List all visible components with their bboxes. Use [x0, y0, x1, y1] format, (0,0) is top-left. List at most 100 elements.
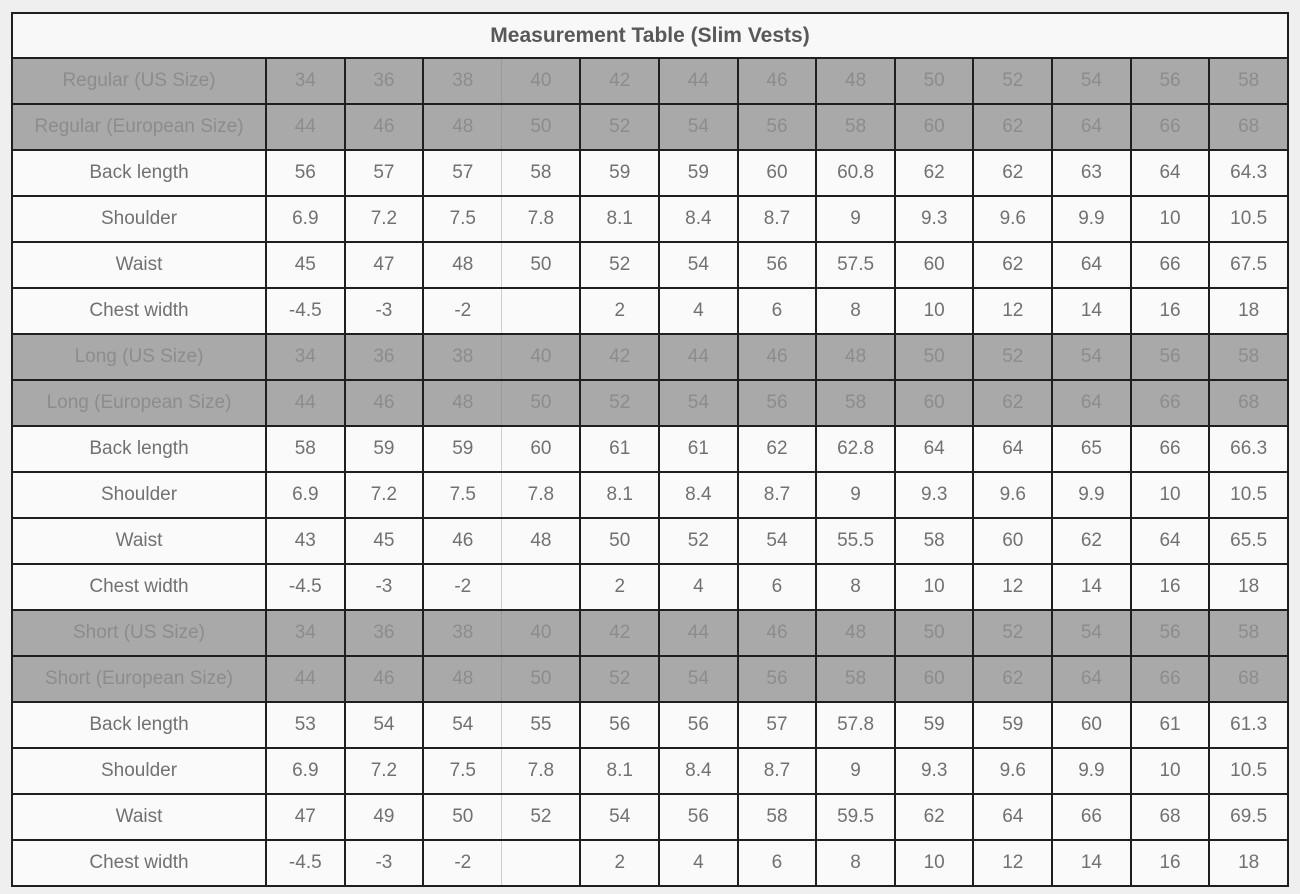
value-cell: 54 [343, 701, 425, 749]
value-cell: 56 [658, 701, 739, 749]
size-cell: 58 [1208, 57, 1289, 105]
value-cell: 61 [1129, 701, 1211, 749]
size-cell: 36 [343, 57, 425, 105]
value-cell: 7.8 [501, 471, 582, 519]
size-cell: 44 [265, 379, 346, 427]
value-cell: 8.7 [736, 747, 818, 795]
value-cell: 62 [972, 241, 1054, 289]
value-cell: 63 [1051, 149, 1132, 197]
value-cell: 46 [422, 517, 503, 565]
row-label: Shoulder [11, 195, 267, 243]
value-cell: 64 [1129, 517, 1211, 565]
value-cell: 6 [736, 563, 818, 611]
value-cell: 58 [501, 149, 582, 197]
value-cell: 60 [736, 149, 818, 197]
row-label: Long (European Size) [11, 379, 267, 427]
value-cell: 56 [736, 241, 818, 289]
value-cell: 67.5 [1208, 241, 1289, 289]
size-cell: 40 [501, 609, 582, 657]
table-title: Measurement Table (Slim Vests) [11, 12, 1289, 59]
size-cell: 42 [579, 57, 661, 105]
value-cell: 65 [1051, 425, 1132, 473]
value-cell: 9.3 [893, 471, 975, 519]
value-cell: 57 [736, 701, 818, 749]
value-cell: 7.2 [343, 195, 425, 243]
value-cell: 14 [1051, 563, 1132, 611]
value-cell: 52 [579, 241, 661, 289]
value-cell: 10 [893, 839, 975, 887]
size-cell: 68 [1208, 103, 1289, 151]
value-cell: 14 [1051, 287, 1132, 335]
value-cell: 62 [893, 149, 975, 197]
value-cell: 62.8 [815, 425, 896, 473]
size-cell: 50 [893, 609, 975, 657]
size-cell: 56 [1129, 57, 1211, 105]
value-cell: 57.8 [815, 701, 896, 749]
value-cell: 10 [893, 287, 975, 335]
value-cell: 8.1 [579, 471, 661, 519]
size-header-row: Regular (US Size) 34 36 38 40 42 44 46 48 50 52 54 5… [11, 57, 1289, 105]
value-cell: 64.3 [1208, 149, 1289, 197]
measurement-row: Waist 45 47 48 50 52 54 56 57.5 60 62 64 66 67.5 [11, 241, 1289, 289]
size-cell: 48 [815, 333, 896, 381]
size-cell: 52 [579, 379, 661, 427]
size-cell: 64 [1051, 655, 1132, 703]
value-cell: 12 [972, 287, 1054, 335]
value-cell: 8.4 [658, 195, 739, 243]
value-cell: -3 [343, 563, 425, 611]
size-cell: 58 [815, 655, 896, 703]
value-cell: 49 [343, 793, 425, 841]
size-cell: 46 [343, 103, 425, 151]
row-label: Regular (US Size) [11, 57, 267, 105]
value-cell: 7.2 [343, 747, 425, 795]
value-cell: 7.8 [501, 747, 582, 795]
size-cell: 36 [343, 333, 425, 381]
value-cell: 55 [501, 701, 582, 749]
value-cell: 50 [422, 793, 503, 841]
value-cell: 59 [343, 425, 425, 473]
size-cell: 66 [1129, 655, 1211, 703]
value-cell: -2 [422, 839, 503, 887]
value-cell: -4.5 [265, 287, 346, 335]
value-cell: 64 [1129, 149, 1211, 197]
size-cell: 44 [658, 333, 739, 381]
size-cell: 36 [343, 609, 425, 657]
size-cell: 38 [422, 609, 503, 657]
value-cell: 8 [815, 563, 896, 611]
value-cell: 55.5 [815, 517, 896, 565]
value-cell: 14 [1051, 839, 1132, 887]
size-cell: 46 [736, 609, 818, 657]
value-cell: 10 [893, 563, 975, 611]
size-header-row: Short (US Size) 34 36 38 40 42 44 46 48 50 52 54 56 5… [11, 609, 1289, 657]
value-cell: 4 [658, 563, 739, 611]
value-cell: 12 [972, 839, 1054, 887]
size-cell: 54 [658, 379, 739, 427]
value-cell: 8 [815, 287, 896, 335]
size-cell: 42 [579, 609, 661, 657]
size-cell: 66 [1129, 379, 1211, 427]
size-cell: 62 [972, 379, 1054, 427]
value-cell: 60.8 [815, 149, 896, 197]
value-cell: 59 [579, 149, 661, 197]
value-cell: 10.5 [1208, 195, 1289, 243]
value-cell: 62 [972, 149, 1054, 197]
value-cell: 9.9 [1051, 195, 1132, 243]
size-cell: 68 [1208, 655, 1289, 703]
value-cell: 6 [736, 287, 818, 335]
value-cell: 9.6 [972, 747, 1054, 795]
value-cell: 59 [422, 425, 503, 473]
size-cell: 48 [815, 609, 896, 657]
value-cell: 9 [815, 471, 896, 519]
value-cell: 52 [658, 517, 739, 565]
value-cell: 50 [501, 241, 582, 289]
value-cell: 48 [422, 241, 503, 289]
size-cell: 42 [579, 333, 661, 381]
row-label: Waist [11, 793, 267, 841]
size-cell: 52 [972, 57, 1054, 105]
size-cell: 66 [1129, 103, 1211, 151]
size-cell: 62 [972, 103, 1054, 151]
size-header-row: Long (European Size) 44 46 48 50 52 54 56 58 60 62… [11, 379, 1289, 427]
value-cell: 9 [815, 747, 896, 795]
value-cell: 57 [422, 149, 503, 197]
row-label: Shoulder [11, 747, 267, 795]
